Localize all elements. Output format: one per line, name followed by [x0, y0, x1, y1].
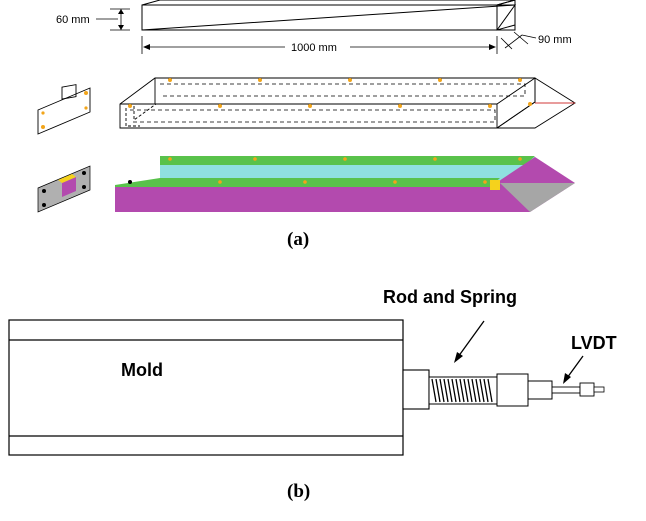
length-dimension: 1000 mm: [141, 36, 498, 54]
caption-a: (a): [287, 229, 309, 250]
wireframe-sensor-dots: [128, 78, 532, 108]
rod-assembly: [496, 373, 605, 407]
spring: [428, 376, 498, 405]
end-plate-colored: [37, 165, 91, 213]
panel-b: Mold Rod and S: [8, 287, 617, 502]
lvdt-label: LVDT: [571, 333, 617, 353]
mold: Mold: [8, 319, 404, 456]
width-dim-label: 90 mm: [538, 34, 572, 46]
width-dimension: 90 mm: [500, 31, 572, 50]
caption-b: (b): [287, 481, 310, 502]
mold-label: Mold: [121, 360, 163, 380]
colored-beam: [115, 156, 575, 212]
end-block: [402, 369, 430, 410]
beam-outline: [141, 0, 517, 31]
height-dimension: 60 mm: [56, 8, 130, 31]
lvdt-arrow: [563, 355, 584, 384]
rod-spring-arrow: [454, 320, 485, 363]
height-dim-label: 60 mm: [56, 14, 90, 26]
panel-a: 60 mm 1000 mm 90 mm: [37, 0, 576, 250]
length-dim-label: 1000 mm: [291, 42, 337, 54]
rod-spring-label: Rod and Spring: [383, 287, 517, 307]
wireframe-beam: [119, 77, 576, 129]
colored-sensor-dots: [168, 157, 522, 184]
end-plate-wireframe: [37, 84, 91, 135]
